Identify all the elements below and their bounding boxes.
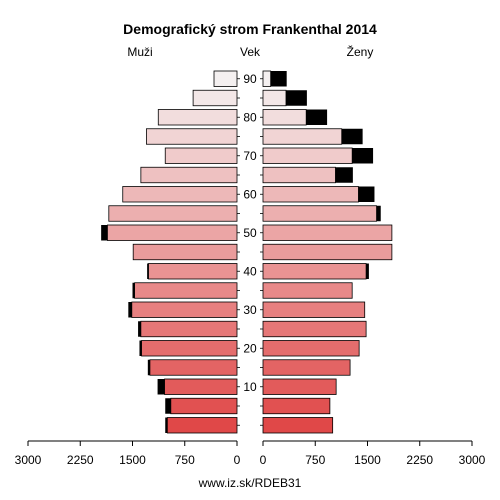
age-tick-label: 80 (243, 110, 257, 124)
male-foreign-bar-35-39 (132, 282, 135, 299)
left-label: Muži (127, 45, 152, 59)
female-x-tick-label: 2250 (406, 453, 433, 467)
right-label: Ženy (347, 44, 374, 59)
male-bar-20-24 (141, 340, 238, 357)
female-foreign-bar-90+ (270, 71, 287, 87)
male-x-tick-label: 1500 (119, 453, 146, 467)
female-bar-15-19 (262, 359, 351, 376)
female-foreign-bar-65-69 (335, 167, 353, 183)
male-bar-5-9 (170, 397, 238, 415)
center-label: Vek (240, 45, 261, 59)
female-bar-30-34 (262, 301, 366, 318)
male-bar-70-74 (164, 147, 238, 164)
male-bar-15-19 (149, 359, 238, 376)
age-axis: 10 20 30 40 50 60 70 80 90 (237, 72, 263, 426)
male-bar-90+ (213, 70, 238, 87)
male-bar-45-49 (132, 243, 238, 261)
male-x-tick-label: 750 (175, 453, 195, 467)
female-x-tick-label: 750 (305, 453, 325, 467)
female-bar-55-59 (262, 205, 377, 222)
age-tick-label: 10 (243, 380, 257, 394)
female-bar-10-14 (262, 378, 337, 395)
age-tick-label: 40 (243, 264, 257, 278)
male-bar-65-69 (140, 166, 238, 184)
female-bar-25-29 (262, 320, 367, 338)
female-bar-50-54 (262, 224, 393, 241)
male-foreign-bar-40-44 (147, 263, 149, 279)
age-tick-label: 60 (243, 187, 257, 201)
female-foreign-bar-75-79 (341, 128, 363, 145)
female-foreign-bar-80-84 (306, 109, 328, 125)
male-foreign-bar-50-54 (101, 225, 108, 241)
female-foreign-bar-55-59 (376, 205, 381, 222)
male-foreign-bar-5-9 (165, 398, 171, 414)
female-bar-85-89 (262, 89, 287, 107)
source-label: www.iz.sk/RDEB31 (198, 476, 302, 490)
female-bar-0-4 (262, 417, 334, 434)
male-bar-55-59 (108, 205, 238, 222)
male-x-tick-label: 2250 (67, 453, 94, 467)
female-bar-20-24 (262, 340, 360, 357)
male-x-tick-label: 0 (234, 453, 241, 467)
female-bar-80-84 (262, 109, 307, 126)
male-foreign-bar-10-14 (157, 379, 165, 395)
female-x-tick-label: 0 (260, 453, 267, 467)
female-bar-60-64 (262, 186, 359, 203)
male-bar-80-84 (157, 109, 238, 126)
female-foreign-bar-85-89 (285, 90, 307, 106)
male-bar-10-14 (164, 378, 238, 395)
female-x-tick-label: 3000 (459, 453, 486, 467)
male-foreign-bar-30-34 (128, 302, 132, 318)
male-bar-40-44 (148, 263, 238, 280)
female-foreign-bar-40-44 (366, 263, 369, 279)
population-axis: 0 0 750 750 1500 1500 2250 2250 3000 3000 (15, 440, 486, 467)
age-tick-label: 90 (243, 72, 257, 86)
female-bar-40-44 (262, 263, 367, 280)
female-bar-65-69 (262, 166, 336, 184)
female-bar-45-49 (262, 243, 393, 261)
female-bar-90+ (262, 70, 272, 87)
male-foreign-bar-25-29 (138, 321, 141, 337)
female-bar-5-9 (262, 397, 331, 415)
female-foreign-bar-70-74 (352, 148, 374, 164)
male-bar-60-64 (122, 186, 238, 203)
female-foreign-bar-60-64 (358, 186, 375, 202)
male-foreign-bar-15-19 (147, 359, 150, 376)
age-tick-label: 30 (243, 303, 257, 317)
age-tick-label: 50 (243, 226, 257, 240)
male-x-tick-label: 3000 (15, 453, 42, 467)
age-tick-label: 70 (243, 149, 257, 163)
age-tick-label: 20 (243, 341, 257, 355)
male-bar-75-79 (146, 128, 238, 145)
male-bar-30-34 (131, 301, 238, 318)
male-bar-0-4 (166, 417, 238, 434)
female-bar-70-74 (262, 147, 353, 164)
male-foreign-bar-0-4 (165, 417, 168, 433)
male-bars (101, 70, 238, 434)
female-x-tick-label: 1500 (354, 453, 381, 467)
chart-title: Demografický strom Frankenthal 2014 (123, 21, 377, 37)
male-bar-25-29 (140, 320, 238, 338)
female-bars (262, 70, 393, 434)
female-bar-35-39 (262, 282, 353, 299)
male-bar-35-39 (134, 282, 238, 299)
male-foreign-bar-20-24 (139, 340, 142, 356)
male-bar-85-89 (192, 89, 238, 107)
male-bar-50-54 (107, 224, 238, 241)
female-bar-75-79 (262, 128, 343, 145)
